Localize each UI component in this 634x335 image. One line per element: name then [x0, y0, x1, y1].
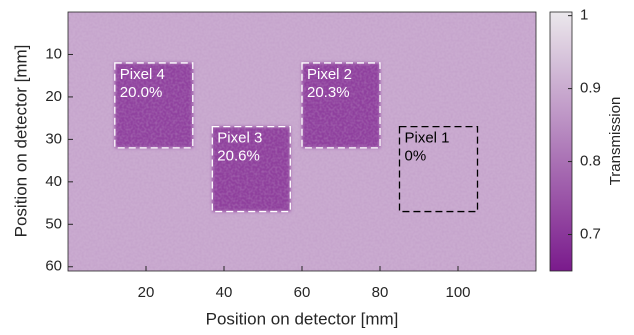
- pixel-value-label: 20.0%: [120, 84, 163, 101]
- x-tick-label: 40: [216, 284, 233, 301]
- colorbar-tick-label: 0.9: [580, 80, 601, 97]
- pixel-label: Pixel 2: [307, 66, 352, 83]
- x-tick-label: 80: [372, 284, 389, 301]
- y-tick-label: 50: [45, 215, 62, 232]
- pixel-value-label: 20.3%: [307, 84, 350, 101]
- x-tick-label: 20: [138, 284, 155, 301]
- y-tick-label: 10: [45, 45, 62, 62]
- y-tick-label: 40: [45, 173, 62, 190]
- y-tick-label: 30: [45, 130, 62, 147]
- pixel-label: Pixel 1: [405, 130, 450, 147]
- pixel-value-label: 0%: [405, 148, 427, 165]
- y-axis-label: Position on detector [mm]: [11, 45, 30, 238]
- colorbar-tick-label: 0.7: [580, 225, 601, 242]
- chart: Position on detector [mm] Position on de…: [0, 0, 634, 335]
- pixel-label: Pixel 3: [217, 130, 262, 147]
- pixel-value-label: 20.6%: [217, 148, 260, 165]
- x-axis-label: Position on detector [mm]: [206, 309, 399, 328]
- colorbar-tick-label: 0.8: [580, 153, 601, 170]
- colorbar-label: Transmission: [607, 97, 624, 186]
- pixel-label: Pixel 4: [120, 66, 165, 83]
- x-tick-label: 100: [445, 284, 470, 301]
- colorbar: [550, 12, 572, 271]
- y-tick-label: 20: [45, 88, 62, 105]
- y-tick-label: 60: [45, 258, 62, 275]
- x-tick-label: 60: [294, 284, 311, 301]
- colorbar-tick-label: 1: [580, 7, 588, 24]
